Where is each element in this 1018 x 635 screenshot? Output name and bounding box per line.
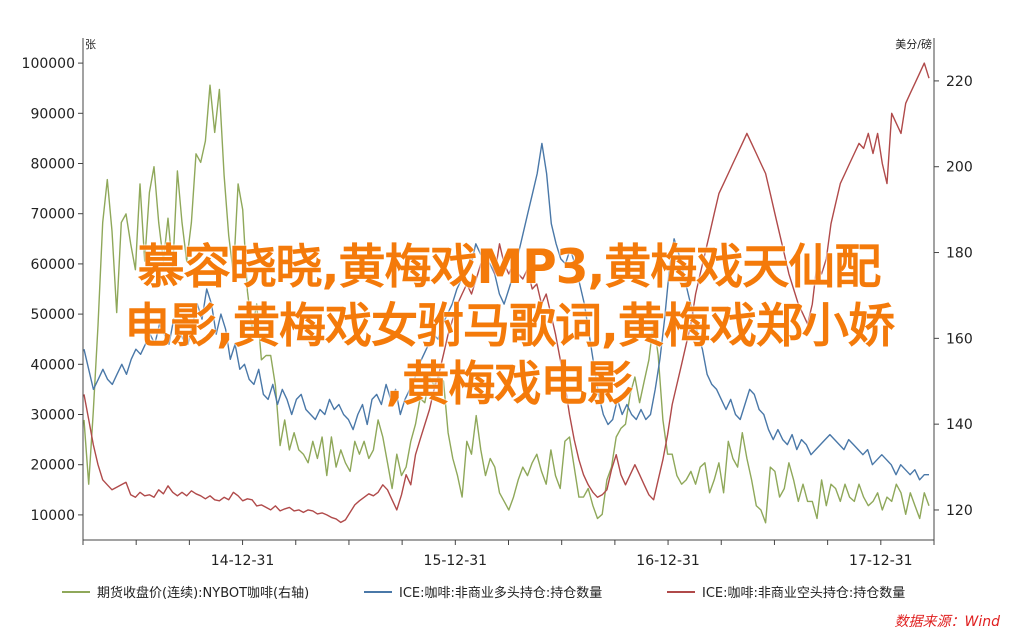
right-tick-label: 180 [946, 246, 973, 262]
left-tick-label: 10000 [30, 508, 75, 524]
x-axis-ticks: 14-12-31 15-12-31 16-12-31 17-12-31 [82, 540, 935, 569]
x-tick-label: 14-12-31 [211, 553, 275, 569]
left-tick-label: 20000 [30, 458, 75, 474]
right-tick-label: 200 [946, 160, 973, 176]
x-tick-label: 16-12-31 [636, 553, 700, 569]
left-axis-unit: 张 [85, 38, 96, 51]
left-tick-label: 90000 [30, 106, 75, 122]
left-axis-ticks: 10000 20000 30000 40000 50000 60000 70000 80000… [22, 56, 83, 524]
right-tick-label: 160 [946, 331, 973, 347]
right-tick-label: 140 [946, 417, 973, 433]
right-axis-ticks: 120 140 160 180 200 220 [934, 74, 973, 519]
legend: 期货收盘价(连续):NYBOT咖啡(右轴) ICE:咖啡:非商业多头持仓:持仓数量… [62, 585, 905, 601]
left-tick-label: 100000 [22, 56, 75, 72]
series-line-1 [83, 84, 930, 524]
left-tick-label: 30000 [30, 408, 75, 424]
left-tick-label: 70000 [30, 207, 75, 223]
legend-label-3: ICE:咖啡:非商业空头持仓:持仓数量 [702, 586, 905, 601]
series-line-3 [83, 62, 930, 524]
right-tick-label: 120 [946, 503, 973, 519]
overlay-text-line-3: ,黄梅戏电影 [385, 357, 634, 412]
legend-label-1: 期货收盘价(连续):NYBOT咖啡(右轴) [97, 585, 309, 601]
series-layer [83, 62, 930, 524]
overlay-text-line-2: 电影,黄梅戏女驸马歌词,黄梅戏郑小娇 [124, 299, 895, 354]
legend-label-2: ICE:咖啡:非商业多头持仓:持仓数量 [399, 585, 602, 601]
left-tick-label: 80000 [30, 157, 75, 173]
x-tick-label: 17-12-31 [849, 553, 913, 569]
left-tick-label: 60000 [30, 257, 75, 273]
x-tick-label: 15-12-31 [424, 553, 488, 569]
series-line-2 [83, 142, 929, 481]
right-axis-unit: 美分/磅 [895, 37, 932, 51]
left-tick-label: 40000 [30, 357, 75, 373]
overlay-text-line-1: 慕容晓晓,黄梅戏MP3,黄梅戏天仙配 [137, 240, 882, 295]
right-tick-label: 220 [946, 74, 973, 90]
source-label: 数据来源：Wind [895, 614, 1001, 630]
left-tick-label: 50000 [30, 307, 75, 323]
